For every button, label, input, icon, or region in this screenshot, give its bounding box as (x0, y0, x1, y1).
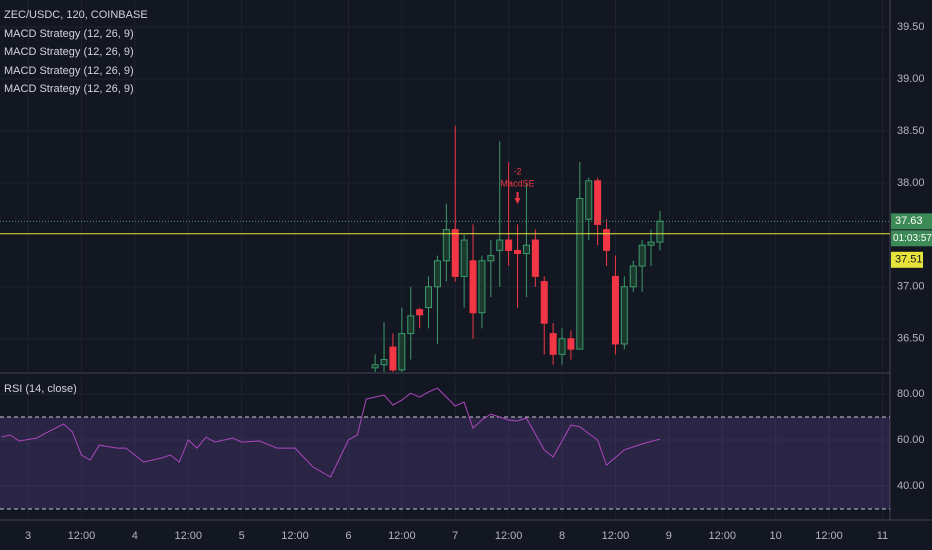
x-tick-label: 12:00 (68, 530, 96, 542)
signal-label: MacdSE (501, 178, 535, 188)
x-tick-label: 6 (345, 530, 351, 542)
candle-body (531, 239, 539, 277)
x-tick-label: 4 (132, 530, 138, 542)
candle-body (407, 315, 415, 335)
candle-body (380, 359, 388, 366)
candle-body (603, 229, 611, 251)
candle-body (433, 260, 441, 288)
indicator-label: MACD Strategy (12, 26, 9) (4, 83, 134, 95)
marks (0, 125, 890, 510)
x-tick-label: 12:00 (495, 530, 523, 542)
candle-body (540, 281, 548, 324)
countdown-label: 01:03:57 (893, 233, 932, 244)
candle-body (451, 229, 459, 277)
candle-body (389, 346, 397, 371)
candle-body (371, 364, 379, 369)
x-tick-label: 12:00 (281, 530, 309, 542)
rsi-band (0, 417, 890, 509)
candle-body (549, 333, 557, 355)
candle-body (505, 239, 513, 251)
symbol-title: ZEC/USDC, 120, COINBASE (4, 9, 148, 21)
candle-body (585, 180, 593, 220)
candle-body (478, 260, 486, 314)
candle-body (487, 255, 495, 262)
y-tick-label: 39.50 (897, 21, 925, 33)
signal-qty: -2 (514, 166, 522, 176)
candle-body (522, 244, 530, 255)
y-tick-label: 39.00 (897, 73, 925, 85)
countdown-box (891, 230, 932, 247)
indicator-label: MACD Strategy (12, 26, 9) (4, 28, 134, 40)
rsi-line (1, 387, 661, 478)
rsi-title: RSI (14, close) (4, 383, 77, 395)
y-tick-label: 38.50 (897, 125, 925, 137)
y-tick-label: 80.00 (897, 388, 925, 400)
candle-body (638, 244, 646, 267)
indicator-label: MACD Strategy (12, 26, 9) (4, 46, 134, 58)
candle-body (558, 338, 566, 355)
last-price-box (891, 213, 932, 230)
x-tick-label: 9 (666, 530, 672, 542)
candle-body (594, 180, 602, 225)
y-tick-label: 40.00 (897, 480, 925, 492)
y-tick-label: 36.50 (897, 333, 925, 345)
candle-body (398, 333, 406, 371)
x-tick-label: 7 (452, 530, 458, 542)
indicator-label: MACD Strategy (12, 26, 9) (4, 65, 134, 77)
candle-body (416, 309, 424, 316)
labels: 36.50 37.00 38.00 38.50 39.00 39.50 37.63 01:03… (25, 21, 932, 542)
x-tick-label: 12:00 (174, 530, 202, 542)
position-box (891, 251, 923, 268)
signal-arrow (514, 192, 521, 204)
candle-body (425, 286, 433, 309)
x-tick-label: 12:00 (815, 530, 843, 542)
candle-body (496, 239, 504, 251)
y-tick-label: 38.00 (897, 177, 925, 189)
x-tick-label: 12:00 (708, 530, 736, 542)
candle-body (656, 220, 664, 243)
y-tick-label: 60.00 (897, 434, 925, 446)
last-price-label: 37.63 (895, 215, 923, 227)
candle-body (611, 275, 619, 345)
x-tick-label: 10 (770, 530, 782, 542)
x-tick-label: 11 (877, 530, 888, 542)
position-label: 37.51 (895, 254, 923, 266)
x-tick-label: 8 (559, 530, 565, 542)
candle-body (514, 249, 522, 255)
candle-body (620, 286, 628, 345)
x-tick-label: 12:00 (388, 530, 416, 542)
candle-body (460, 239, 468, 277)
y-tick-label: 37.00 (897, 281, 925, 293)
x-tick-label: 12:00 (602, 530, 630, 542)
candle-body (442, 229, 450, 262)
x-tick-label: 3 (25, 530, 31, 542)
candle-body (469, 260, 477, 314)
candle-body (629, 265, 637, 288)
candle-body (567, 338, 575, 350)
candle-body (576, 197, 584, 350)
x-tick-label: 5 (239, 530, 245, 542)
candle-body (647, 241, 655, 246)
